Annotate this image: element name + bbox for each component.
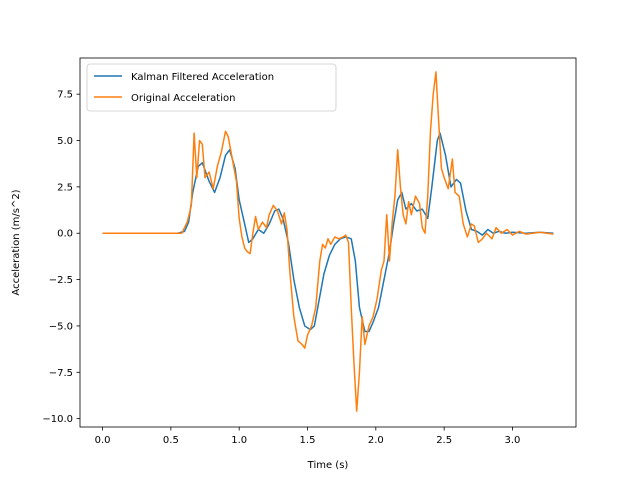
y-tick-label: −5.0: [49, 321, 73, 332]
y-tick-label: −7.5: [49, 368, 73, 379]
x-tick-label: 2.0: [368, 435, 384, 446]
axes-frame: [79, 57, 577, 428]
y-tick-label: 0.0: [57, 229, 73, 240]
y-tick-label: 7.5: [57, 90, 73, 101]
x-tick-label: 0.0: [95, 435, 111, 446]
x-tick-label: 0.5: [163, 435, 179, 446]
legend-box: [86, 63, 337, 112]
x-tick-label: 1.0: [231, 435, 247, 446]
legend: Kalman Filtered Acceleration Original Ac…: [86, 63, 337, 112]
y-tick-label: 5.0: [57, 136, 73, 147]
x-axis-label: Time (s): [307, 460, 349, 471]
legend-label-original: Original Acceleration: [131, 93, 235, 104]
y-tick-label: 2.5: [57, 182, 73, 193]
y-axis-label: Acceleration (m/s^2): [11, 189, 22, 295]
x-tick-label: 2.5: [436, 435, 452, 446]
x-tick-label: 1.5: [300, 435, 316, 446]
legend-label-kalman-filtered: Kalman Filtered Acceleration: [131, 72, 274, 83]
y-axis-ticks: −10.0 −7.5 −5.0 −2.5 0.0 2.5 5.0 7.5: [42, 90, 80, 425]
y-tick-label: −2.5: [49, 275, 73, 286]
plot-lines: [102, 71, 554, 412]
x-tick-label: 3.0: [505, 435, 521, 446]
y-tick-label: −10.0: [42, 414, 73, 425]
x-axis-ticks: 0.0 0.5 1.0 1.5 2.0 2.5 3.0: [95, 427, 521, 446]
series-line-original: [102, 71, 554, 412]
